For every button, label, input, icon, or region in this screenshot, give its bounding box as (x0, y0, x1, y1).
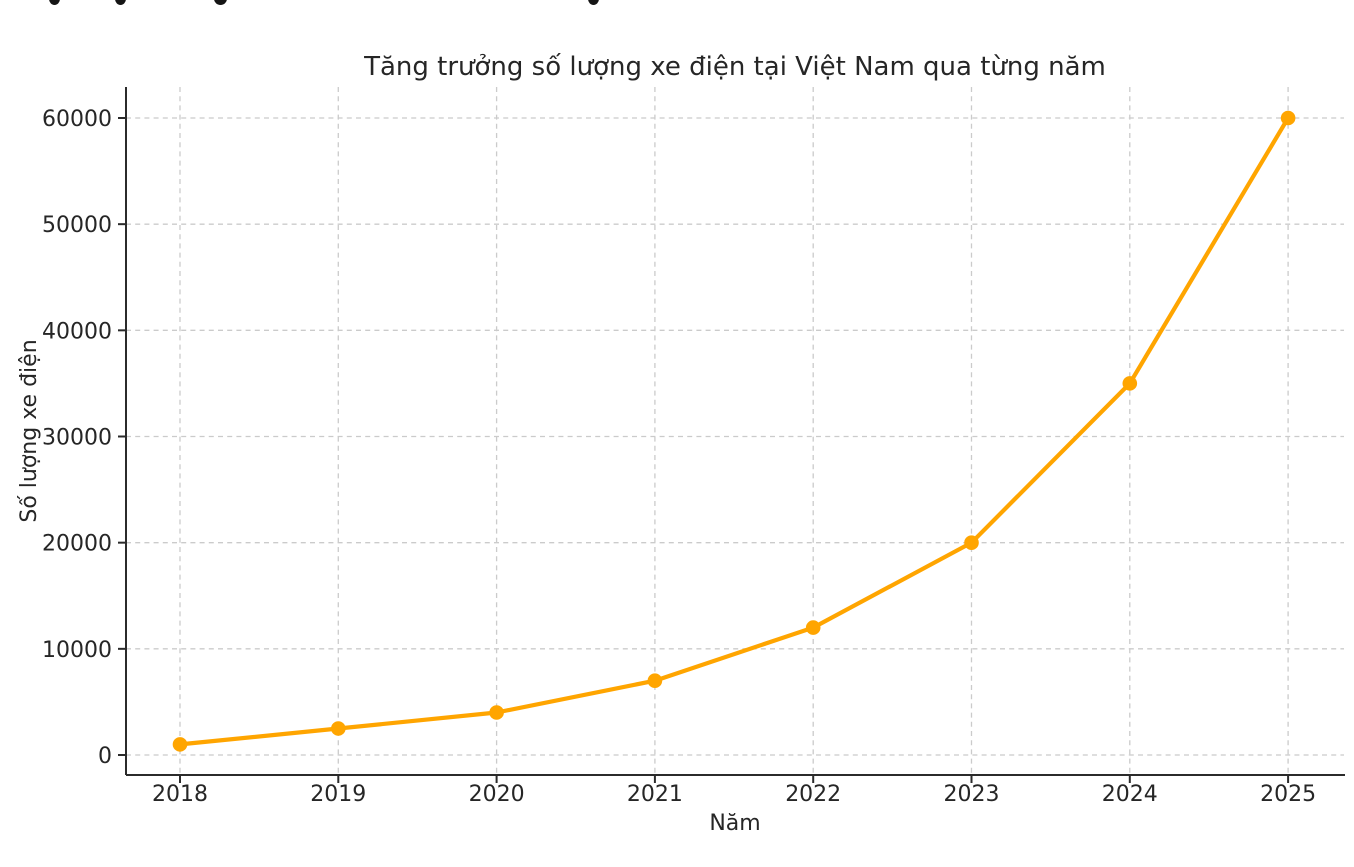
y-tick-label: 0 (98, 744, 112, 769)
cropped-text-remnant (0, 0, 1354, 8)
chart-title: Tăng trưởng số lượng xe điện tại Việt Na… (363, 52, 1106, 82)
x-tick-label: 2022 (785, 782, 841, 807)
x-tick-label: 2021 (627, 782, 683, 807)
cropped-text-descender (588, 0, 599, 5)
x-tick-labels: 2018 2019 2020 2021 2022 2023 2024 2025 (152, 782, 1316, 807)
data-point-marker (647, 673, 663, 688)
x-axis-label: Năm (709, 811, 760, 836)
x-tick-label: 2024 (1102, 782, 1158, 807)
y-tick-label: 50000 (42, 213, 112, 238)
y-tick-label: 40000 (42, 319, 112, 344)
x-tick-label: 2025 (1260, 782, 1316, 807)
y-tick-label: 30000 (42, 426, 112, 451)
x-tick-label: 2019 (310, 782, 366, 807)
x-tick-label: 2020 (469, 782, 525, 807)
tick-marks (118, 117, 1290, 783)
y-tick-label: 60000 (42, 107, 112, 132)
y-tick-labels: 0 10000 20000 30000 40000 50000 60000 (42, 107, 112, 769)
data-point-marker (489, 705, 504, 720)
x-tick-label: 2023 (944, 782, 1000, 807)
data-point-markers (172, 110, 1296, 752)
cropped-text-descender (214, 0, 227, 5)
line-series (177, 115, 1291, 747)
cropped-text-descender (115, 0, 126, 5)
data-point-marker (172, 737, 188, 752)
y-tick-label: 10000 (42, 638, 112, 663)
data-point-marker (964, 535, 979, 550)
data-point-marker (331, 721, 346, 736)
y-tick-label: 20000 (42, 532, 112, 557)
cropped-text-descender (49, 0, 60, 5)
data-point-marker (1122, 376, 1138, 391)
data-point-marker (1280, 110, 1296, 126)
data-point-marker (805, 620, 821, 635)
y-axis-label: Số lượng xe điện (17, 339, 42, 522)
x-tick-label: 2018 (152, 782, 208, 807)
gridlines (126, 87, 1344, 775)
